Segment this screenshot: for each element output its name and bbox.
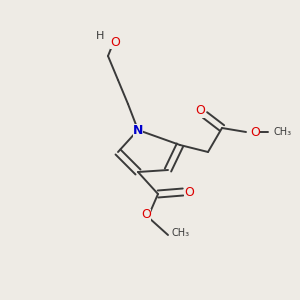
Text: CH₃: CH₃ [273, 127, 291, 137]
Text: O: O [184, 185, 194, 199]
Text: H: H [96, 31, 104, 41]
Text: O: O [250, 125, 260, 139]
Text: O: O [195, 104, 205, 118]
Text: N: N [133, 124, 143, 136]
Text: O: O [141, 208, 151, 221]
Text: O: O [110, 35, 120, 49]
Text: CH₃: CH₃ [172, 228, 190, 238]
